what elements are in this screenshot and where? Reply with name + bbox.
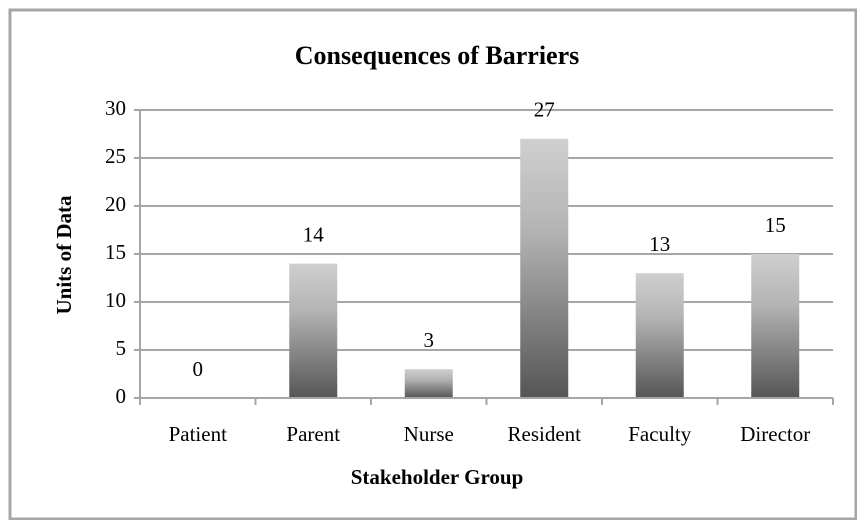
chart-title: Consequences of Barriers: [295, 41, 580, 70]
chart-frame: [8, 8, 857, 520]
data-label: 13: [649, 232, 670, 256]
x-tick-label: Faculty: [628, 422, 691, 446]
x-tick-label: Director: [740, 422, 810, 446]
y-tick-label: 15: [105, 240, 126, 264]
y-tick-label: 25: [105, 144, 126, 168]
bar: [520, 138, 569, 399]
data-label: 14: [303, 222, 325, 246]
y-tick-label: 10: [105, 288, 126, 312]
y-tick-label: 0: [116, 384, 127, 408]
x-tick-label: Parent: [286, 422, 340, 446]
y-tick-label: 20: [105, 192, 126, 216]
x-tick-label: Nurse: [404, 422, 454, 446]
y-axis-title: Units of Data: [52, 195, 76, 314]
bar: [751, 254, 800, 398]
x-tick-label: Patient: [169, 422, 227, 446]
bar: [635, 273, 684, 398]
data-label: 3: [424, 328, 435, 352]
data-label: 0: [193, 357, 204, 381]
x-tick-label: Resident: [508, 422, 582, 446]
data-label: 27: [534, 98, 555, 122]
bar: [404, 369, 453, 398]
x-axis-title: Stakeholder Group: [351, 465, 524, 489]
y-tick-label: 5: [116, 336, 127, 360]
y-tick-label: 30: [105, 96, 126, 120]
data-label: 15: [765, 213, 786, 237]
bar: [289, 263, 338, 398]
